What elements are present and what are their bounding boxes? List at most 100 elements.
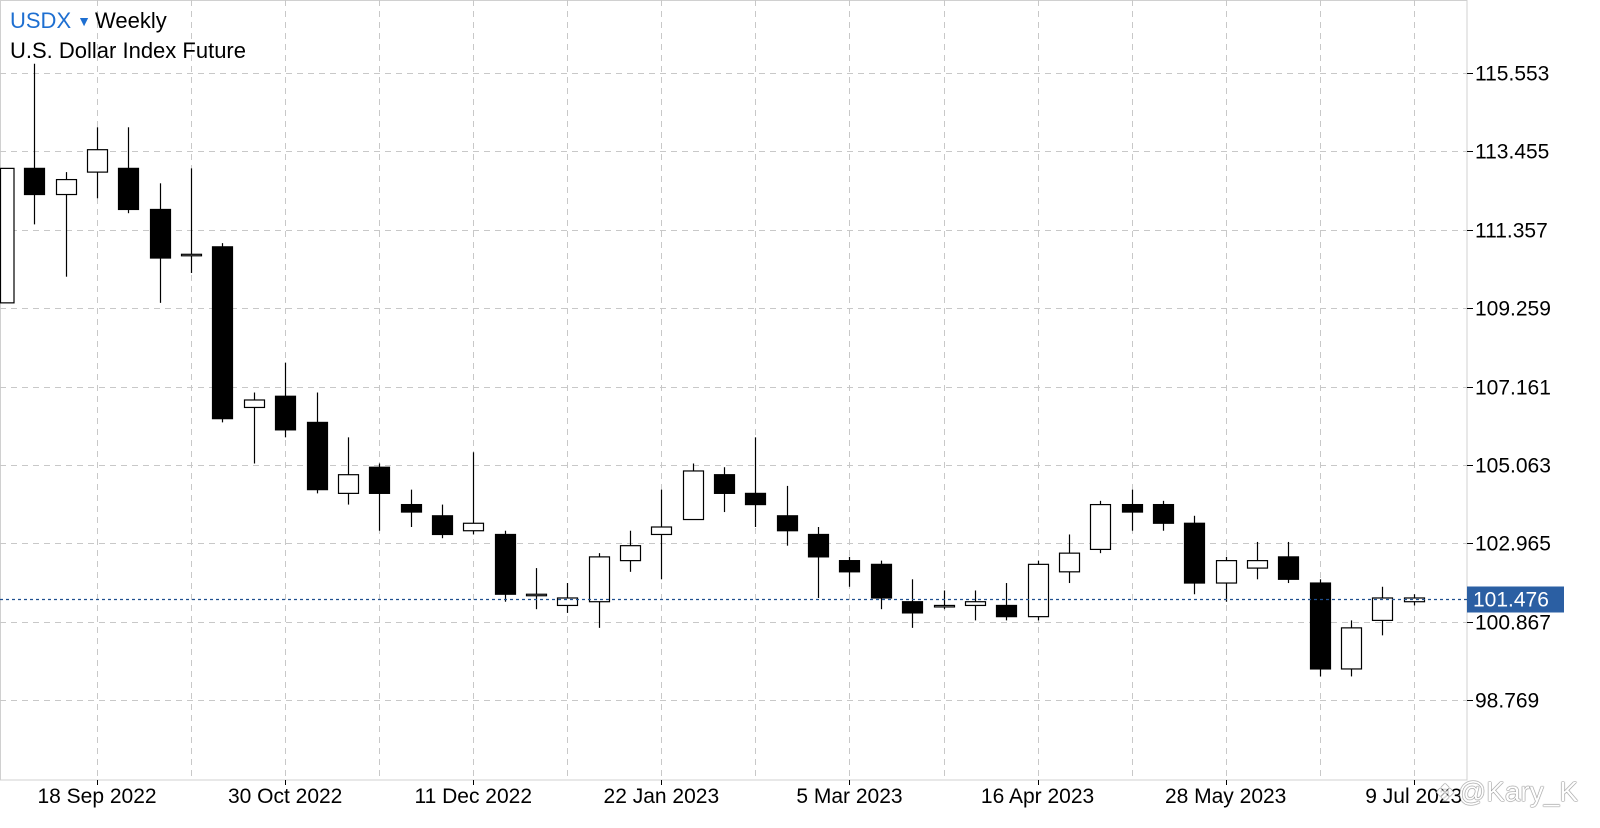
candle-body [556, 597, 579, 607]
x-tick-label: 11 Dec 2022 [414, 785, 532, 808]
x-tick-label: 16 Apr 2023 [981, 785, 1094, 808]
y-tick-label: 102.965 [1475, 533, 1551, 556]
x-tick-label: 18 Sep 2022 [37, 785, 156, 808]
plot-frame [0, 0, 1468, 781]
candle-body [494, 533, 517, 595]
candle [776, 485, 799, 546]
grid-layer [0, 0, 1468, 781]
candle [462, 452, 485, 535]
candle [901, 579, 924, 628]
candle-body [55, 178, 78, 196]
candle [1152, 500, 1175, 531]
candle-body [117, 167, 140, 211]
candle-body [525, 593, 548, 597]
zhihu-logo-icon: ❖ [1434, 780, 1456, 807]
candle [1121, 489, 1144, 531]
candle [964, 590, 987, 621]
candle-body [462, 522, 485, 532]
candle [838, 556, 861, 587]
candle [23, 63, 46, 225]
candle-body [431, 515, 454, 536]
candle-body [1277, 556, 1300, 580]
candle-body [807, 533, 830, 558]
candle [0, 167, 15, 304]
candle-body [180, 253, 203, 257]
candle-body [619, 545, 642, 562]
candle [211, 243, 234, 423]
watermark: ❖@Kary_K [1434, 776, 1578, 808]
candle [650, 489, 673, 580]
symbol-label[interactable]: USDX [10, 8, 72, 33]
candle [306, 392, 329, 494]
candle-body [1183, 522, 1206, 584]
candle [807, 526, 830, 598]
chart-header: USDX ▼ Weekly [10, 8, 167, 34]
candle [713, 467, 736, 513]
candle [86, 127, 109, 199]
x-tick-label: 9 Jul 2023 [1365, 785, 1462, 808]
watermark-text: @Kary_K [1457, 776, 1578, 807]
instrument-name: U.S. Dollar Index Future [10, 38, 246, 63]
candle [870, 560, 893, 610]
x-tick-label: 22 Jan 2023 [604, 785, 720, 808]
candle [1089, 500, 1112, 554]
y-tick-label: 107.161 [1475, 377, 1551, 400]
candle-body [1246, 560, 1269, 569]
candle [1403, 594, 1426, 606]
candle-body [776, 515, 799, 532]
candle-body [149, 208, 172, 259]
y-tick-label: 109.259 [1475, 298, 1551, 321]
candle-body [964, 601, 987, 607]
candle-body [0, 167, 15, 304]
candle-body [995, 604, 1018, 618]
candle-body [1152, 503, 1175, 524]
candle [149, 183, 172, 303]
last-price-badge [1467, 586, 1564, 613]
y-tick-label: 111.357 [1475, 220, 1548, 243]
candle [274, 362, 297, 438]
candle-body [1027, 563, 1050, 618]
candle-body [1309, 582, 1332, 670]
candle-body [1215, 560, 1238, 584]
candle-body [901, 601, 924, 614]
candle-body [368, 466, 391, 494]
candle [682, 463, 705, 521]
candle-body [713, 474, 736, 494]
y-tick-label: 115.553 [1475, 63, 1549, 86]
candle [55, 172, 78, 277]
candle-body [1403, 597, 1426, 603]
candle-body [1340, 627, 1363, 670]
candle-body [1089, 503, 1112, 551]
candle-body [870, 563, 893, 599]
candle-body [274, 395, 297, 431]
triangle-down-icon[interactable]: ▼ [77, 13, 91, 29]
candle-body [933, 604, 956, 608]
y-tick-label: 98.769 [1475, 690, 1539, 713]
candle-body [588, 556, 611, 603]
period-label[interactable]: Weekly [94, 8, 167, 33]
candle-body [400, 503, 423, 513]
y-tick-label: 105.063 [1475, 455, 1551, 478]
candle-body [838, 560, 861, 573]
candle [1246, 541, 1269, 580]
candle [1027, 560, 1050, 621]
candle [400, 489, 423, 527]
candle [556, 583, 579, 613]
y-tick-label: 100.867 [1475, 612, 1551, 635]
candle-layer [0, 63, 1426, 677]
axis-layer: 115.553 113.455 111.357 109.259 107.161 105.0… [0, 63, 1564, 808]
candle-body [744, 492, 767, 506]
candle [1215, 556, 1238, 602]
x-tick-label: 28 May 2023 [1165, 785, 1286, 808]
last-price-label: 101.476 [1473, 589, 1549, 612]
candle [337, 437, 360, 505]
x-tick-label: 30 Oct 2022 [228, 785, 342, 808]
candle [368, 463, 391, 531]
candle [995, 583, 1018, 621]
candle [1309, 579, 1332, 677]
candle-body [86, 149, 109, 173]
candle-body [1121, 503, 1144, 513]
candle-body [1058, 552, 1081, 573]
candle [1058, 534, 1081, 584]
